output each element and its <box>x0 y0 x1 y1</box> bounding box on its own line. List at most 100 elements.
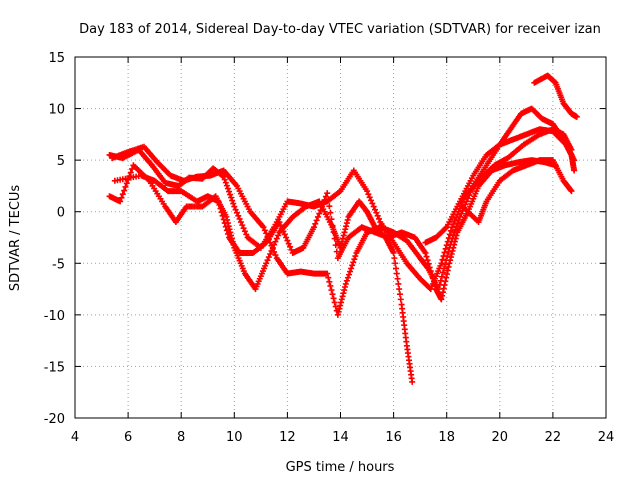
data-point-dense <box>352 253 359 260</box>
data-point-dense <box>393 270 400 277</box>
data-point-dense <box>277 222 284 229</box>
data-point-dense <box>349 262 356 269</box>
data-point <box>568 188 575 195</box>
data-point-dense <box>396 286 403 293</box>
data-point-dense <box>454 220 461 227</box>
data-point-dense <box>267 251 274 258</box>
data-point-dense <box>343 277 350 284</box>
data-point-dense <box>468 186 475 193</box>
data-point-dense <box>464 195 471 202</box>
data-point-dense <box>322 193 329 200</box>
data-point-dense <box>227 191 234 198</box>
data-point <box>220 173 227 180</box>
data-point-dense <box>283 234 290 241</box>
data-point-dense <box>312 220 319 227</box>
data-point-dense <box>127 169 134 176</box>
data-point <box>324 190 331 197</box>
data-point <box>117 198 124 205</box>
data-point-dense <box>118 194 125 201</box>
series-track-4 <box>111 157 559 303</box>
y-tick-label: 5 <box>57 154 65 169</box>
data-point-dense <box>428 271 435 278</box>
data-point <box>390 249 397 256</box>
y-tick-label: -15 <box>44 360 65 375</box>
y-tick-label: -20 <box>44 412 65 427</box>
data-point-dense <box>320 200 327 207</box>
data-point-dense <box>287 243 294 250</box>
data-point-dense <box>329 291 336 298</box>
data-point <box>324 270 331 277</box>
data-point-dense <box>432 282 439 289</box>
series-track-6 <box>459 157 575 226</box>
y-tick-label: 15 <box>48 51 65 66</box>
data-point <box>571 167 578 174</box>
data-point-dense <box>425 260 432 267</box>
data-point-dense <box>458 210 465 217</box>
x-tick-label: 24 <box>598 430 615 445</box>
data-point-dense <box>119 191 126 198</box>
data-point-dense <box>426 264 433 271</box>
data-point-dense <box>326 278 333 285</box>
data-point <box>276 219 283 226</box>
x-tick-label: 16 <box>385 430 402 445</box>
data-point <box>342 280 349 287</box>
data-point-dense <box>439 269 446 276</box>
data-point-dense <box>272 238 279 245</box>
y-tick-label: -10 <box>44 309 65 324</box>
series-track-2 <box>109 126 578 318</box>
data-point-dense <box>467 189 474 196</box>
data-point-dense <box>392 260 399 267</box>
data-point-dense <box>327 209 334 216</box>
x-tick-label: 14 <box>332 430 349 445</box>
data-point-dense <box>284 237 291 244</box>
data-point-dense <box>374 212 381 219</box>
data-layer <box>106 72 580 385</box>
data-point-dense <box>237 219 244 226</box>
data-point-dense <box>216 202 223 209</box>
x-tick-label: 8 <box>177 430 185 445</box>
data-point-dense <box>217 205 224 212</box>
data-point-dense <box>269 244 276 251</box>
data-point-dense <box>271 241 278 248</box>
data-point-dense <box>331 235 338 242</box>
data-point-dense <box>328 216 335 223</box>
data-point-dense <box>268 247 275 254</box>
data-point <box>260 224 267 231</box>
data-point-dense <box>265 254 272 261</box>
data-point-dense <box>314 213 321 220</box>
data-point-dense <box>370 203 377 210</box>
data-point-dense <box>442 261 449 268</box>
tick-layer: 4 6 8 10 12 14 16 18 20 22 24 -20 -15 -10 -5 0 5 10 15 <box>44 51 615 445</box>
data-point <box>422 249 429 256</box>
data-point-dense <box>394 275 401 282</box>
chart-title: Day 183 of 2014, Sidereal Day-to-day VTE… <box>79 22 601 37</box>
data-point-dense <box>222 223 229 230</box>
data-point-dense <box>261 227 268 234</box>
data-point-dense <box>466 192 473 199</box>
data-point-dense <box>444 253 451 260</box>
data-point <box>573 113 580 120</box>
data-point-dense <box>330 295 337 302</box>
data-point-dense <box>429 275 436 282</box>
data-point-dense <box>223 227 230 234</box>
data-point-dense <box>348 265 355 272</box>
x-tick-label: 6 <box>124 430 132 445</box>
data-point <box>449 224 456 231</box>
data-point-dense <box>239 222 246 229</box>
data-point-dense <box>272 252 279 259</box>
data-point-dense <box>222 179 229 186</box>
data-point-dense <box>446 231 453 238</box>
series-track-7 <box>531 72 580 120</box>
data-point-dense <box>243 231 250 238</box>
data-point-dense <box>392 265 399 272</box>
data-point-dense <box>430 278 437 285</box>
data-point-dense <box>442 245 449 252</box>
data-point-dense <box>232 206 239 213</box>
data-point <box>364 188 371 195</box>
data-point-dense <box>397 296 404 303</box>
y-axis-label: SDTVAR / TECUs <box>8 185 23 292</box>
y-tick-label: 0 <box>57 206 65 221</box>
data-point-dense <box>121 187 128 194</box>
data-point-dense <box>317 207 324 214</box>
data-point-dense <box>447 227 454 234</box>
